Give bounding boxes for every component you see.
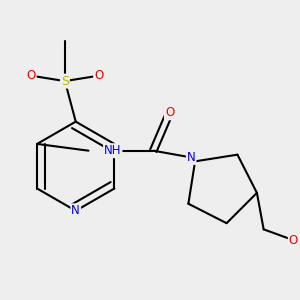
Text: O: O [165, 106, 174, 119]
Text: O: O [289, 234, 298, 247]
Text: O: O [94, 69, 103, 82]
Text: NH: NH [104, 144, 122, 157]
Text: S: S [61, 75, 69, 88]
Text: N: N [71, 204, 80, 217]
Text: O: O [26, 69, 36, 82]
Text: N: N [187, 151, 196, 164]
